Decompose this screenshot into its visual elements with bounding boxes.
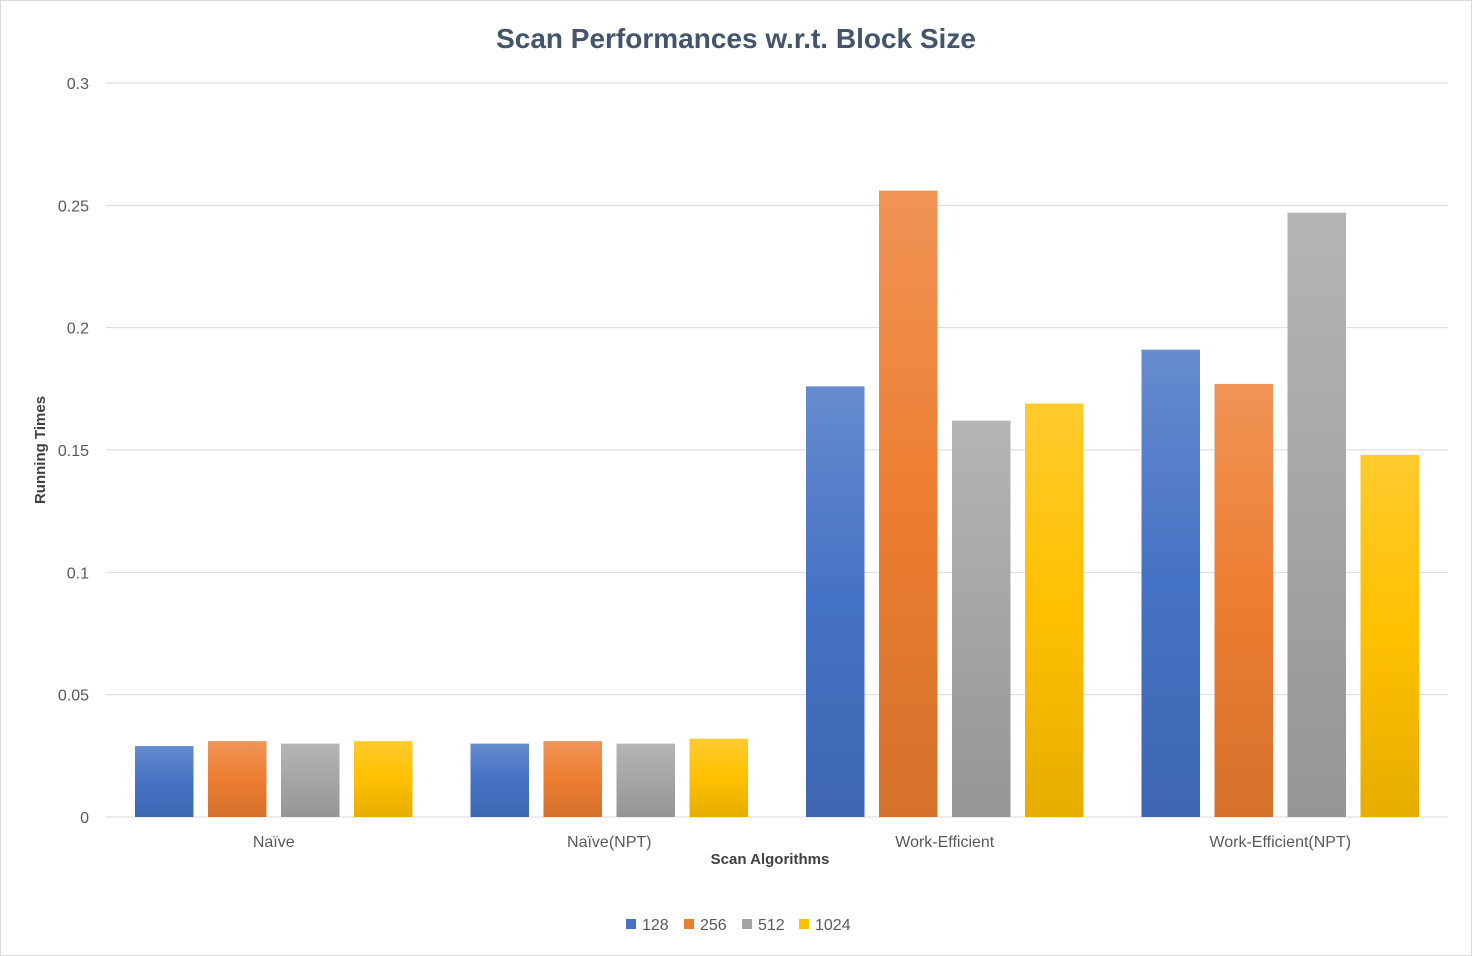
chart-title: Scan Performances w.r.t. Block Size <box>496 23 976 54</box>
x-axis-ticks: Naïve Naïve(NPT) Work-Efficient Work-Effici… <box>253 834 1351 851</box>
legend-label: 128 <box>642 917 669 934</box>
legend: 128 256 512 1024 <box>626 917 851 934</box>
legend-swatch <box>626 919 636 929</box>
legend-swatch <box>684 919 694 929</box>
bar-1024 <box>1025 403 1084 817</box>
bar-128 <box>1141 349 1200 817</box>
y-tick-label: 0 <box>80 810 89 827</box>
y-tick-label: 0.25 <box>58 198 89 215</box>
y-axis-title: Running Times <box>32 396 49 504</box>
x-tick-label: Work-Efficient <box>895 834 995 851</box>
bar-1024 <box>354 741 413 817</box>
bar-256 <box>543 741 602 817</box>
bar-512 <box>952 420 1011 817</box>
bar-512 <box>281 743 340 817</box>
legend-swatch <box>742 919 752 929</box>
x-tick-label: Work-Efficient(NPT) <box>1209 834 1351 851</box>
x-axis-title: Scan Algorithms <box>711 851 830 868</box>
bar-1024 <box>689 738 748 817</box>
bar-512 <box>1287 212 1346 817</box>
legend-label: 1024 <box>815 917 851 934</box>
y-tick-label: 0.3 <box>67 76 89 93</box>
y-tick-label: 0.15 <box>58 443 89 460</box>
bars <box>135 190 1419 818</box>
y-tick-label: 0.1 <box>67 565 89 582</box>
bar-1024 <box>1360 454 1419 817</box>
bar-512 <box>616 743 675 817</box>
legend-label: 512 <box>758 917 785 934</box>
bar-128 <box>135 746 194 817</box>
y-tick-label: 0.05 <box>58 688 89 705</box>
bar-128 <box>470 743 529 817</box>
bar-256 <box>1214 383 1273 817</box>
bar-128 <box>806 386 865 817</box>
y-tick-label: 0.2 <box>67 321 89 338</box>
x-tick-label: Naïve <box>253 834 295 851</box>
legend-label: 256 <box>700 917 727 934</box>
y-axis-ticks: 0 0.05 0.1 0.15 0.2 0.25 0.3 <box>58 76 89 827</box>
bar-256 <box>879 190 938 818</box>
bar-256 <box>208 741 267 817</box>
legend-swatch <box>799 919 809 929</box>
x-tick-label: Naïve(NPT) <box>567 834 651 851</box>
